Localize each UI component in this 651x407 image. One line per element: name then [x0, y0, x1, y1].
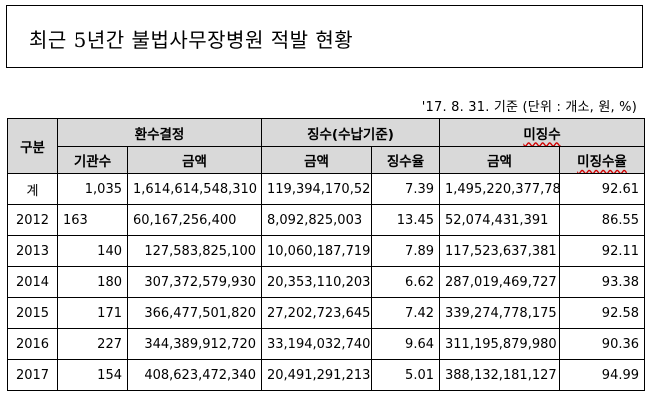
title-box: 최근 5년간 불법사무장병원 적발 현황 [6, 5, 643, 68]
cell-gigwansu: 154 [57, 359, 128, 391]
cell-jingsu-amount: 20,353,110,203 [261, 266, 372, 298]
cell-mijingsu-amount: 287,019,469,727 [439, 266, 560, 298]
cell-mijingsuyul: 90.36 [558, 328, 646, 360]
cell-hwansu-amount: 60,167,256,400 [127, 204, 262, 236]
cell-gigwansu: 140 [57, 235, 128, 267]
cell-jingsuyul: 7.39 [371, 173, 440, 205]
cell-hwansu-amount: 1,614,614,548,310 [127, 173, 262, 205]
header-mijingsu: 미징수 [438, 118, 646, 147]
cell-jingsuyul: 7.89 [371, 235, 440, 267]
document-title: 최근 5년간 불법사무장병원 적발 현황 [29, 28, 354, 52]
cell-mijingsu-amount: 388,132,181,127 [439, 359, 560, 391]
row-label: 2016 [7, 328, 58, 360]
table-row: 2014 180 307,372,579,930 20,353,110,203 … [7, 266, 646, 298]
cell-gigwansu: 180 [57, 266, 128, 298]
cell-jingsuyul: 7.42 [371, 297, 440, 329]
row-label: 2014 [7, 266, 58, 298]
cell-jingsu-amount: 27,202,723,645 [261, 297, 372, 329]
row-label: 2013 [7, 235, 58, 267]
cell-mijingsu-amount: 52,074,431,391 [439, 204, 560, 236]
cell-jingsu-amount: 8,092,825,003 [261, 204, 372, 236]
cell-hwansu-amount: 408,623,472,340 [127, 359, 262, 391]
table-row: 2017 154 408,623,472,340 20,491,291,213 … [7, 359, 646, 391]
cell-mijingsuyul: 93.38 [558, 266, 646, 298]
header-mijingsuyul-text: 미징수율 [577, 154, 627, 170]
row-label: 2012 [7, 204, 58, 236]
cell-mijingsu-amount: 117,523,637,381 [439, 235, 560, 267]
cell-jingsu-amount: 119,394,170,523 [261, 173, 372, 205]
cell-jingsu-amount: 33,194,032,740 [261, 328, 372, 360]
header-gubun: 구분 [7, 118, 58, 174]
table-row: 2013 140 127,583,825,100 10,060,187,719 … [7, 235, 646, 267]
cell-gigwansu: 1,035 [57, 173, 128, 205]
header-jingsuyul: 징수율 [371, 146, 440, 174]
cell-jingsuyul: 9.64 [371, 328, 440, 360]
data-table: 구분 환수결정 징수(수납기준) 미징수 기관수 금액 금액 징수율 금액 미징… [7, 118, 646, 391]
header-mijingsu-text: 미징수 [523, 126, 561, 143]
cell-gigwansu: 163 [57, 204, 128, 236]
header-mijingsuyul: 미징수율 [558, 146, 646, 174]
cell-gigwansu: 171 [57, 297, 128, 329]
cell-gigwansu: 227 [57, 328, 128, 360]
table-row: 계 1,035 1,614,614,548,310 119,394,170,52… [7, 173, 646, 205]
cell-jingsuyul: 13.45 [371, 204, 440, 236]
cell-mijingsu-amount: 1,495,220,377,787 [439, 173, 560, 205]
row-label: 2017 [7, 359, 58, 391]
cell-hwansu-amount: 127,583,825,100 [127, 235, 262, 267]
cell-mijingsuyul: 92.11 [558, 235, 646, 267]
cell-mijingsuyul: 94.99 [558, 359, 646, 391]
unit-note: '17. 8. 31. 기준 (단위 : 개소, 원, %) [421, 100, 637, 115]
row-label: 계 [7, 173, 58, 205]
header-hwansu-amount: 금액 [127, 146, 262, 174]
header-jingsu-amount: 금액 [261, 146, 372, 174]
cell-hwansu-amount: 307,372,579,930 [127, 266, 262, 298]
header-gigwansu: 기관수 [57, 146, 128, 174]
table-row: 2012 163 60,167,256,400 8,092,825,003 13… [7, 204, 646, 236]
table-row: 2015 171 366,477,501,820 27,202,723,645 … [7, 297, 646, 329]
cell-jingsu-amount: 20,491,291,213 [261, 359, 372, 391]
cell-jingsu-amount: 10,060,187,719 [261, 235, 372, 267]
cell-mijingsuyul: 92.58 [558, 297, 646, 329]
cell-jingsuyul: 6.62 [371, 266, 440, 298]
cell-mijingsu-amount: 311,195,879,980 [439, 328, 560, 360]
row-label: 2015 [7, 297, 58, 329]
header-jingsu: 징수(수납기준) [261, 118, 440, 147]
cell-mijingsu-amount: 339,274,778,175 [439, 297, 560, 329]
cell-mijingsuyul: 92.61 [558, 173, 646, 205]
cell-jingsuyul: 5.01 [371, 359, 440, 391]
cell-mijingsuyul: 86.55 [558, 204, 646, 236]
header-mijingsu-amount: 금액 [439, 146, 560, 174]
table-row: 2016 227 344,389,912,720 33,194,032,740 … [7, 328, 646, 360]
cell-hwansu-amount: 344,389,912,720 [127, 328, 262, 360]
cell-hwansu-amount: 366,477,501,820 [127, 297, 262, 329]
header-hwansu: 환수결정 [57, 118, 262, 147]
